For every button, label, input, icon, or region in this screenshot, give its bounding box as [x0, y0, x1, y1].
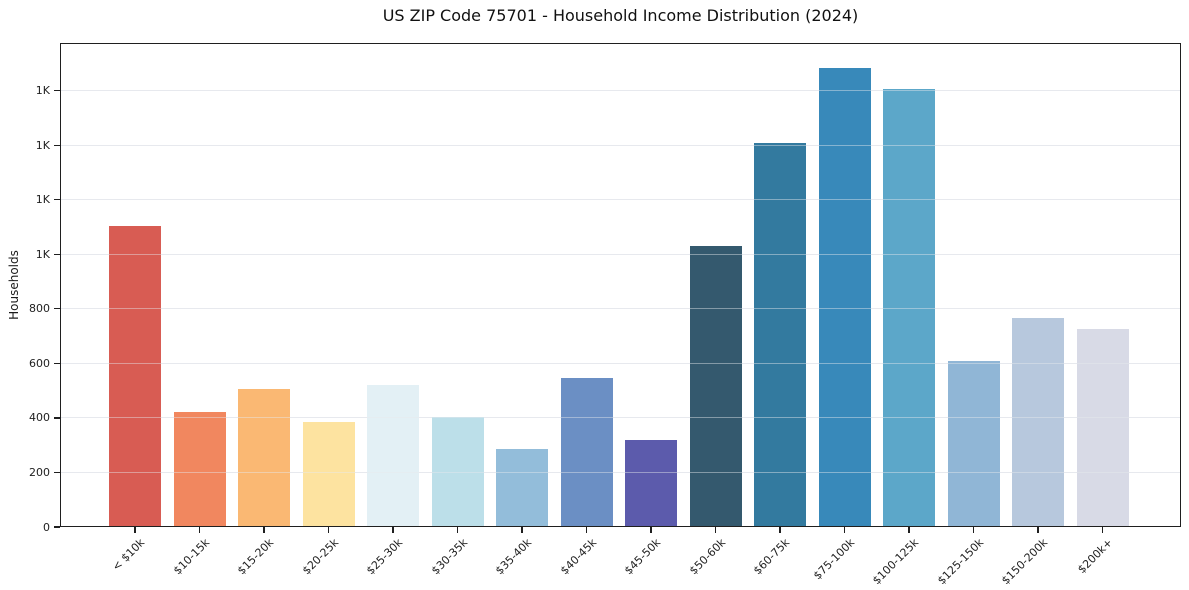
x-tick-label: $125-150k — [934, 536, 986, 588]
x-tick-mark — [521, 527, 523, 533]
y-tick-mark — [54, 526, 60, 528]
x-tick-label: $75-100k — [810, 536, 857, 583]
x-tick-mark — [779, 527, 781, 533]
x-tick-mark — [198, 527, 201, 533]
x-tick-label: $50-60k — [686, 536, 728, 578]
gridlines-layer — [59, 43, 1181, 527]
x-tick-label: $10-15k — [170, 536, 212, 578]
y-tick-mark — [54, 471, 60, 474]
y-tick-label: 1K — [35, 138, 50, 152]
x-tick-label: $15-20k — [234, 536, 277, 578]
x-tick-label: $40-45k — [557, 536, 599, 578]
y-tick-label: 1K — [35, 193, 50, 207]
x-tick-mark — [972, 527, 975, 533]
bar-10k — [109, 225, 161, 527]
gridline — [59, 199, 1181, 201]
x-tick-mark — [585, 527, 588, 533]
y-tick-mark — [54, 417, 60, 419]
x-tick-mark — [134, 527, 136, 533]
x-tick-mark — [327, 527, 330, 533]
x-tick-mark — [843, 527, 846, 533]
y-tick-label: 200 — [29, 465, 50, 479]
y-tick-label: 600 — [29, 356, 50, 370]
y-tick-label: 400 — [29, 411, 50, 425]
bar-15-20k — [238, 389, 290, 527]
bars-layer — [60, 43, 1181, 527]
gridline — [59, 308, 1181, 310]
x-tick-label: $100-125k — [870, 536, 922, 588]
bar-10-15k — [173, 412, 226, 527]
x-tick-label: < $10k — [109, 536, 148, 574]
gridline — [59, 471, 1181, 473]
gridline — [59, 144, 1181, 146]
gridline — [59, 90, 1181, 92]
bar-40-45k — [560, 378, 613, 527]
x-tick-label: $35-40k — [492, 536, 535, 578]
y-tick-mark — [54, 308, 60, 310]
x-tick-label: $200k+ — [1074, 536, 1115, 577]
x-tick-mark — [908, 527, 910, 533]
y-tick-mark — [54, 144, 60, 146]
y-tick-mark — [54, 199, 60, 201]
bar-200k — [1076, 329, 1129, 527]
gridline — [59, 362, 1181, 364]
x-tick-mark — [1037, 527, 1039, 533]
bar-100-125k — [883, 89, 935, 527]
y-tick-label: 1K — [35, 84, 50, 98]
bar-150-200k — [1012, 318, 1064, 527]
x-tick-mark — [263, 527, 265, 533]
x-tick-mark — [1101, 527, 1104, 533]
bar-20-25k — [302, 422, 355, 527]
bar-60-75k — [754, 142, 806, 527]
x-tick-label: $30-35k — [428, 536, 470, 578]
bar-50-60k — [689, 246, 742, 527]
bar-30-35k — [431, 416, 484, 527]
y-tick-label: 800 — [29, 302, 50, 316]
x-tick-mark — [456, 527, 459, 533]
x-tick-mark — [392, 527, 394, 533]
bar-75-100k — [818, 67, 871, 527]
bar-45-50k — [625, 439, 677, 527]
x-tick-label: $45-50k — [621, 536, 664, 578]
gridline — [59, 417, 1181, 419]
y-tick-mark — [54, 90, 60, 92]
x-tick-mark — [714, 527, 717, 533]
bar-125-150k — [947, 360, 1000, 527]
y-tick-label: 1K — [35, 247, 50, 261]
bar-25-30k — [367, 385, 419, 527]
chart-title: US ZIP Code 75701 - Household Income Dis… — [382, 6, 859, 25]
x-tick-label: $60-75k — [750, 536, 793, 578]
x-tick-label: $25-30k — [363, 536, 406, 578]
gridline — [59, 253, 1181, 255]
bar-35-40k — [496, 449, 548, 527]
y-tick-mark — [54, 362, 60, 364]
x-tick-label: $20-25k — [299, 536, 341, 578]
x-tick-label: $150-200k — [999, 536, 1051, 588]
y-tick-label: 0 — [43, 520, 50, 534]
x-tick-mark — [650, 527, 652, 533]
y-tick-mark — [54, 253, 60, 255]
